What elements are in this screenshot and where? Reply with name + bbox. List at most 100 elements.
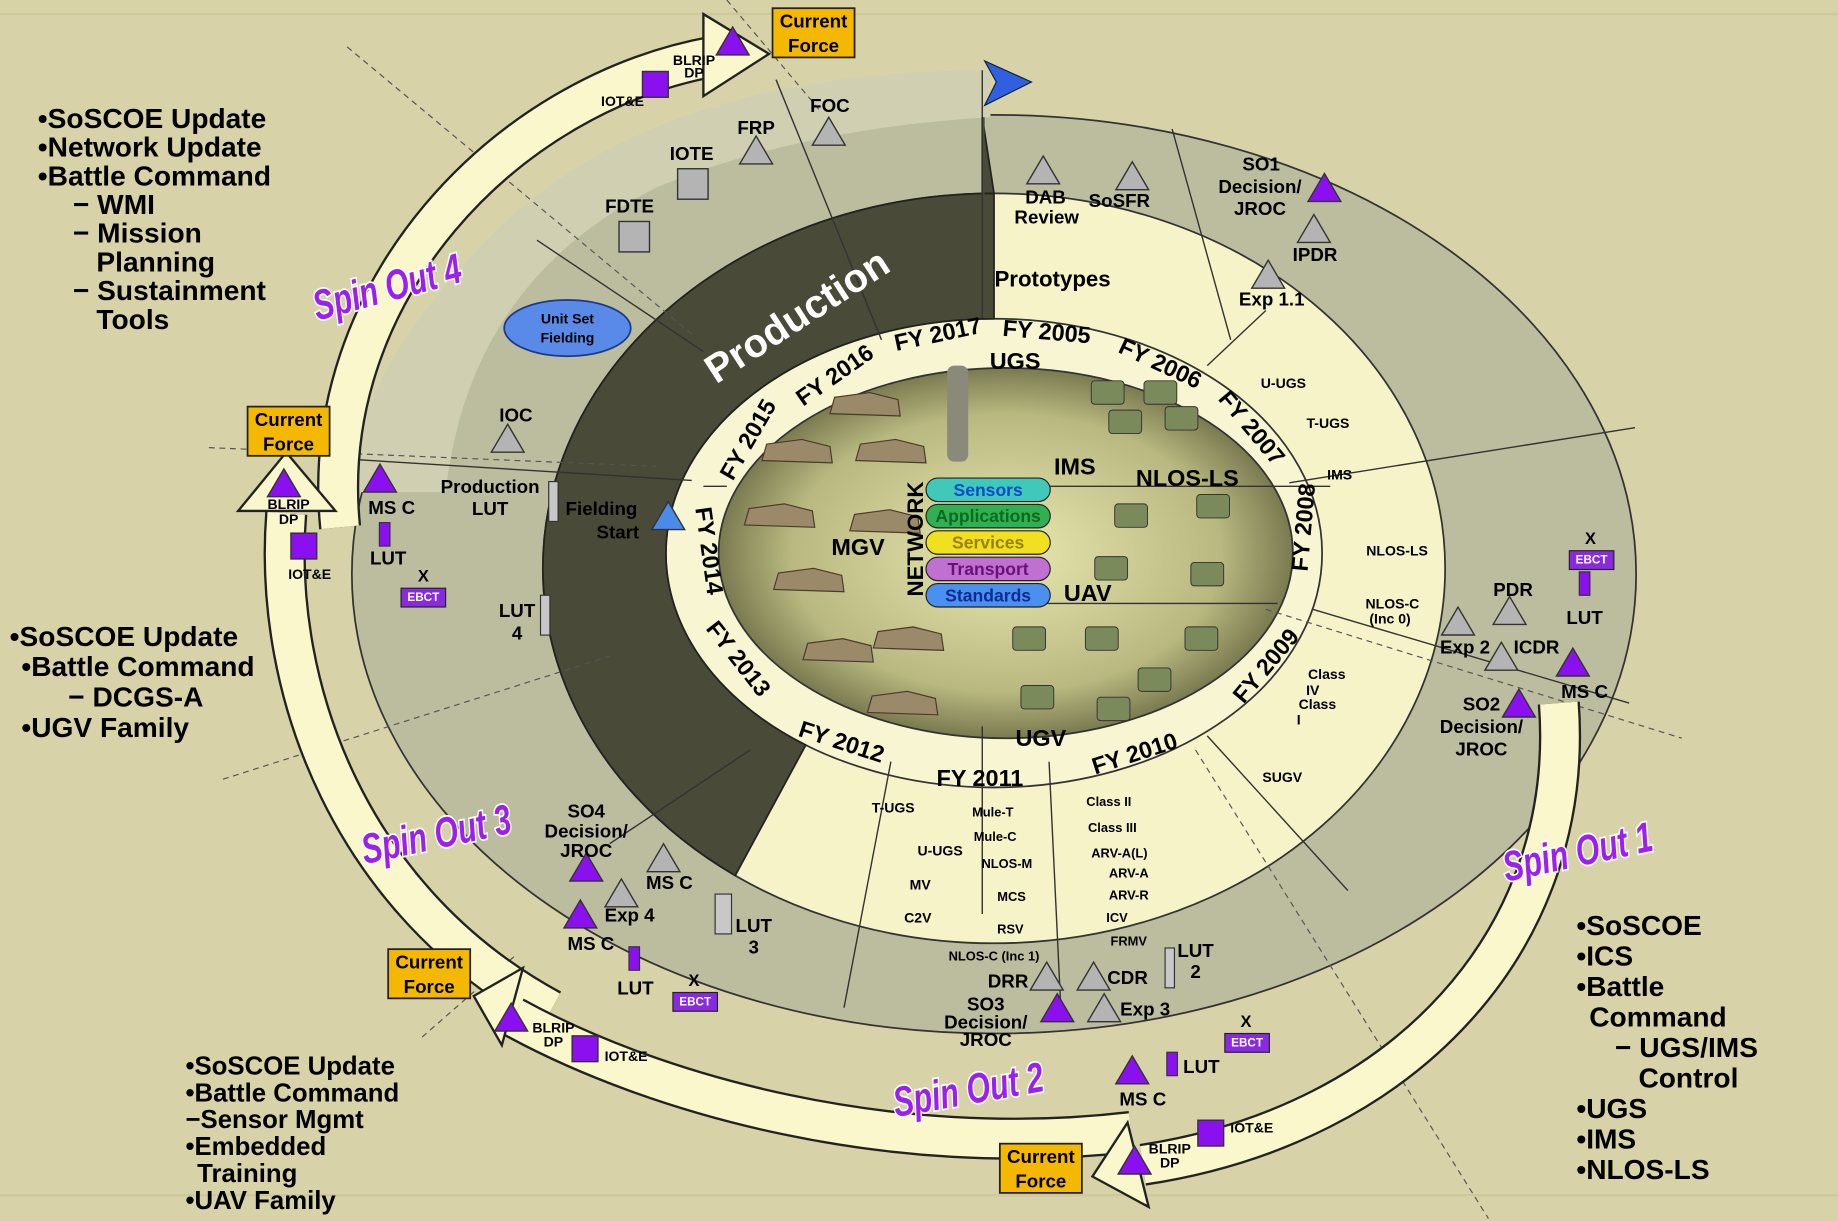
network-title: NETWORK	[903, 482, 928, 597]
label: RSV	[997, 922, 1024, 937]
label: MS C	[1561, 681, 1608, 702]
system-icon	[1095, 557, 1128, 580]
label: LUT	[370, 547, 407, 568]
label: Decision/	[1440, 716, 1524, 737]
system-icon	[1097, 697, 1130, 720]
note-line: •Battle	[1576, 971, 1664, 1002]
label: JROC	[1455, 738, 1508, 759]
label: MS C	[567, 933, 614, 954]
lut-bar	[379, 523, 390, 546]
quadrant-label: UGS	[990, 348, 1041, 374]
label: IMS	[1327, 467, 1352, 483]
label: SUGV	[1262, 769, 1302, 785]
system-icon	[1144, 381, 1177, 404]
note-line: •SoSCOE Update	[185, 1052, 394, 1080]
current-force-label: Force	[263, 434, 314, 455]
label: IOT&E	[1230, 1119, 1273, 1135]
label: ARV-R	[1109, 888, 1150, 903]
note-line: •Battle Command	[185, 1079, 399, 1107]
label: Mule-T	[972, 805, 1014, 820]
label: 2	[1190, 961, 1200, 982]
label: FRMV	[1111, 933, 1148, 948]
label: MCS	[997, 889, 1026, 904]
label: SO4	[567, 800, 605, 821]
label: MV	[910, 877, 932, 893]
system-icon	[1013, 627, 1046, 650]
system-icon	[1115, 504, 1148, 527]
label: DRR	[988, 970, 1029, 991]
note-line: − DCGS-A	[68, 682, 203, 713]
label: C2V	[904, 910, 932, 926]
label: IPDR	[1293, 244, 1338, 265]
note-line: Tools	[96, 304, 169, 335]
current-force-label: Current	[1007, 1146, 1075, 1167]
lut-bar	[541, 595, 550, 635]
label: DP	[544, 1034, 564, 1050]
system-icon	[1191, 562, 1224, 585]
label: Exp 2	[1440, 636, 1490, 657]
label: FDTE	[605, 196, 654, 217]
lut-bar	[1167, 1052, 1178, 1075]
label: LUT	[1183, 1056, 1220, 1077]
note-line: Control	[1638, 1063, 1738, 1094]
quadrant-label: UGV	[1015, 725, 1066, 751]
label: Class	[1299, 696, 1337, 712]
label: Fielding	[541, 329, 595, 345]
label: EBCT	[679, 995, 712, 1008]
label: U-UGS	[917, 843, 962, 859]
milestone-square	[572, 1036, 598, 1062]
lut-bar	[549, 482, 558, 522]
network-layer-label: Transport	[948, 559, 1029, 579]
system-icon	[1197, 494, 1230, 517]
note-line: •Battle Command	[21, 651, 254, 682]
label: JROC	[1234, 198, 1287, 219]
label: SoSFR	[1089, 190, 1151, 211]
note-line: •SoSCOE Update	[10, 621, 238, 652]
label: ARV-A(L)	[1091, 846, 1147, 861]
system-icon	[1185, 627, 1218, 650]
system-icon	[1165, 407, 1198, 430]
label: EBCT	[1576, 554, 1609, 567]
label: LUT	[617, 977, 654, 998]
label: PDR	[1493, 579, 1533, 600]
label: Decision/	[1218, 176, 1302, 197]
label: DP	[684, 65, 704, 81]
label: NLOS-M	[981, 856, 1032, 871]
lut-bar	[629, 947, 640, 970]
note-line: •Network Update	[38, 132, 262, 163]
note-line: − Mission	[73, 218, 202, 249]
label: DP	[1160, 1154, 1180, 1170]
label: LUT	[1177, 940, 1214, 961]
label: JROC	[960, 1029, 1013, 1050]
quadrant-label: IMS	[1054, 453, 1096, 479]
label: X	[689, 972, 700, 990]
label: IOT&E	[288, 566, 331, 582]
label: Start	[597, 521, 640, 542]
label: Exp 3	[1120, 998, 1170, 1019]
label: LUT	[736, 915, 773, 936]
note-line: •IMS	[1576, 1123, 1636, 1154]
note-line: •UAV Family	[185, 1187, 336, 1215]
fiscal-year: FY 2011	[937, 765, 1024, 791]
current-force-label: Force	[1015, 1171, 1066, 1192]
label: MS C	[368, 497, 415, 518]
label: Review	[1014, 206, 1079, 227]
current-force-label: Force	[404, 976, 455, 997]
note-line: •UGS	[1576, 1093, 1647, 1124]
lut-bar	[1165, 948, 1174, 988]
current-force-label: Current	[780, 11, 848, 32]
note-line: •NLOS-LS	[1576, 1154, 1709, 1185]
label: FRP	[737, 117, 774, 138]
network-layer-label: Services	[952, 533, 1024, 553]
label: IOTE	[670, 143, 714, 164]
label: DAB	[1025, 186, 1066, 207]
label: LUT	[1566, 607, 1603, 628]
label: SO2	[1463, 694, 1501, 715]
network-layer-label: Sensors	[953, 480, 1023, 500]
quadrant-label: MGV	[831, 534, 885, 560]
milestone-square	[678, 169, 708, 199]
label: LUT	[472, 498, 509, 519]
note-line: Training	[197, 1160, 297, 1188]
prototypes-label: Prototypes	[994, 266, 1110, 291]
quadrant-label: NLOS-LS	[1136, 465, 1239, 491]
